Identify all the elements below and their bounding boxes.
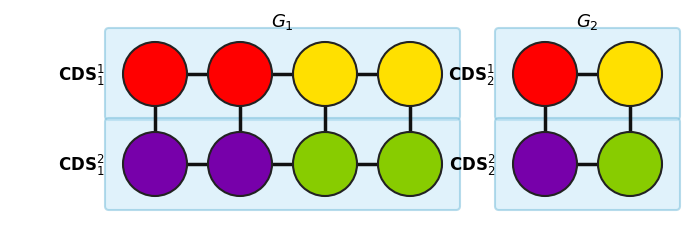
Text: CDS$_1^2$: CDS$_1^2$ [58, 152, 105, 177]
Circle shape [208, 43, 272, 106]
Circle shape [378, 43, 442, 106]
FancyBboxPatch shape [105, 118, 460, 210]
Circle shape [123, 43, 187, 106]
FancyBboxPatch shape [495, 29, 680, 120]
Text: $G_1$: $G_1$ [271, 12, 294, 32]
Circle shape [293, 132, 357, 196]
Circle shape [378, 132, 442, 196]
Circle shape [598, 43, 662, 106]
Circle shape [513, 43, 577, 106]
Text: CDS$_2^1$: CDS$_2^1$ [449, 62, 495, 87]
Text: CDS$_1^1$: CDS$_1^1$ [58, 62, 105, 87]
Text: CDS$_2^2$: CDS$_2^2$ [449, 152, 495, 177]
Circle shape [598, 132, 662, 196]
Circle shape [123, 132, 187, 196]
Circle shape [208, 132, 272, 196]
FancyBboxPatch shape [495, 118, 680, 210]
FancyBboxPatch shape [105, 29, 460, 120]
Text: $G_2$: $G_2$ [576, 12, 599, 32]
Circle shape [513, 132, 577, 196]
Circle shape [293, 43, 357, 106]
